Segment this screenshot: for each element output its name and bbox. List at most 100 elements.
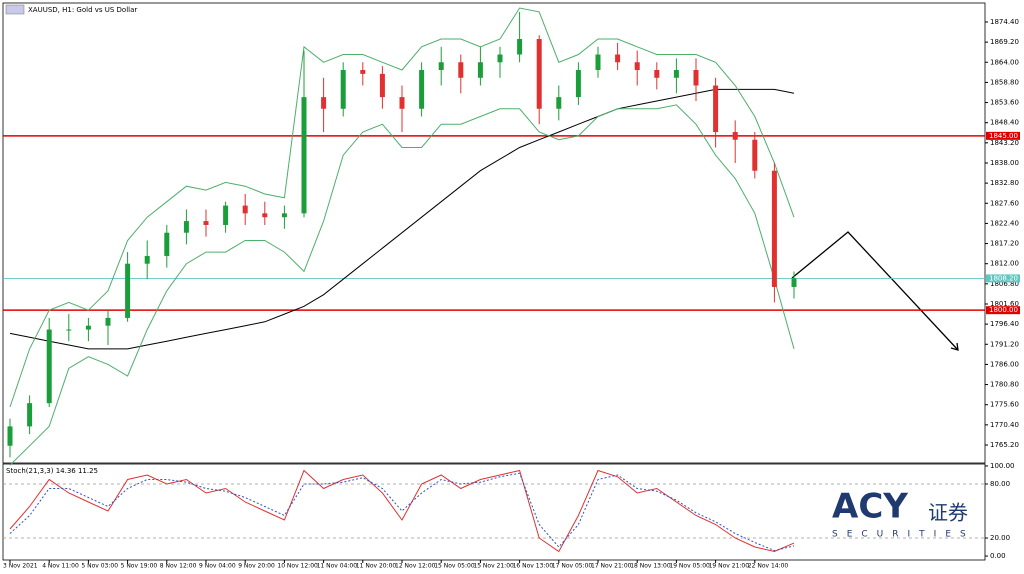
level-box (986, 306, 1020, 315)
candle-body (321, 97, 327, 109)
candle-body (556, 97, 562, 109)
level-label: 1845.00 (989, 132, 1018, 140)
y-tick-label: 1832.80 (990, 179, 1019, 187)
y-tick-label: 1864.00 (990, 58, 1019, 66)
candle-body (144, 255, 150, 264)
y-tick-label: 1869.20 (990, 38, 1019, 46)
candle-body (7, 426, 13, 446)
candle-body (340, 70, 346, 109)
y-tick-label: 1780.80 (990, 381, 1019, 389)
logo-tagline: SECURITIES (832, 530, 975, 540)
candle-body (281, 213, 287, 218)
level-box (986, 274, 1020, 283)
x-tick-label: 15 Nov 21:00 (473, 563, 514, 570)
x-tick-label: 5 Nov 19:00 (121, 563, 158, 570)
stoch-title: Stoch(21,3,3) 14.36 11.25 (6, 467, 98, 475)
x-tick-label: 12 Nov 12:00 (395, 563, 436, 570)
candle-body (595, 54, 601, 71)
level-label: 1800.00 (989, 306, 1018, 314)
y-tick-label: 1827.60 (990, 199, 1019, 207)
y-tick-label: 1796.40 (990, 320, 1019, 328)
x-tick-label: 22 Nov 14:00 (748, 563, 789, 570)
candle-body (693, 70, 699, 86)
candle-body (752, 139, 758, 171)
x-tick-label: 11 Nov 20:00 (356, 563, 397, 570)
x-tick-label: 8 Nov 12:00 (160, 563, 197, 570)
candle-body (419, 70, 425, 109)
x-tick-label: 19 Nov 21:00 (709, 563, 750, 570)
y-tick-label: 1848.40 (990, 119, 1019, 127)
candle-body (242, 205, 248, 214)
y-tick-label: 1765.20 (990, 441, 1019, 449)
y-tick-label: 1770.40 (990, 421, 1019, 429)
y-tick-label: 1822.40 (990, 219, 1019, 227)
candle-body (458, 62, 464, 78)
y-tick-label: 1775.60 (990, 401, 1019, 409)
y-tick-label: 1874.40 (990, 18, 1019, 26)
series-line (9, 472, 795, 552)
candle-body (27, 403, 33, 427)
stoch-frame (2, 463, 986, 561)
y-tick-label: 80.00 (990, 480, 1010, 488)
logo: ACY 证券 SECURITIES (832, 487, 975, 540)
x-tick-label: 19 Nov 05:00 (669, 563, 710, 570)
y-tick-label: 1806.80 (990, 280, 1019, 288)
level-label: 1808.20 (989, 274, 1018, 282)
candle-body (615, 54, 621, 63)
candle-body (66, 329, 72, 331)
candle-body (536, 39, 542, 109)
series-line (9, 104, 795, 466)
y-tick-label: 1812.00 (990, 260, 1019, 268)
candle-body (673, 70, 679, 78)
candle-body (105, 317, 111, 326)
series-line (9, 7, 795, 408)
candle-body (575, 70, 581, 98)
candle-body (634, 62, 640, 71)
x-tick-label: 9 Nov 04:00 (199, 563, 236, 570)
x-tick-label: 4 Nov 11:00 (42, 563, 79, 570)
x-tick-label: 3 Nov 2021 (3, 563, 38, 570)
y-tick-label: 20.00 (990, 534, 1010, 542)
x-tick-label: 10 Nov 12:00 (277, 563, 318, 570)
series-line (9, 469, 795, 553)
level-box (986, 131, 1020, 140)
candle-body (791, 278, 797, 287)
x-tick-label: 11 Nov 04:00 (317, 563, 358, 570)
y-tick-label: 1858.80 (990, 78, 1019, 86)
chart-title: XAUUSD, H1: Gold vs US Dollar (28, 6, 137, 14)
candle-body (517, 39, 523, 55)
main-frame (2, 2, 986, 464)
candle-body (497, 54, 503, 63)
candle-body (301, 97, 307, 214)
y-tick-label: 100.00 (990, 462, 1015, 470)
logo-chinese: 证券 (928, 501, 968, 525)
y-tick-label: 1843.20 (990, 139, 1019, 147)
candle-body (85, 325, 91, 330)
y-tick-label: 0.00 (990, 552, 1006, 560)
y-tick-label: 1791.20 (990, 340, 1019, 348)
candle-body (771, 170, 777, 287)
x-tick-label: 17 Nov 05:00 (552, 563, 593, 570)
candle-body (654, 70, 660, 78)
candle-body (360, 70, 366, 74)
candle-body (438, 62, 444, 71)
candle-body (477, 62, 483, 78)
candle-body (164, 232, 170, 256)
candle-body (223, 205, 229, 225)
y-tick-label: 1838.00 (990, 159, 1019, 167)
x-tick-label: 16 Nov 13:00 (513, 563, 554, 570)
candle-body (203, 221, 209, 225)
candle-body (125, 263, 131, 318)
x-tick-label: 17 Nov 21:00 (591, 563, 632, 570)
logo-brand: ACY (832, 487, 908, 527)
candle-body (379, 73, 385, 98)
x-tick-label: 5 Nov 03:00 (81, 563, 118, 570)
arrow-head (950, 342, 959, 351)
symbol-icon (5, 4, 25, 15)
y-tick-label: 1801.60 (990, 300, 1019, 308)
candle-body (183, 221, 189, 233)
candle-body (46, 329, 52, 404)
